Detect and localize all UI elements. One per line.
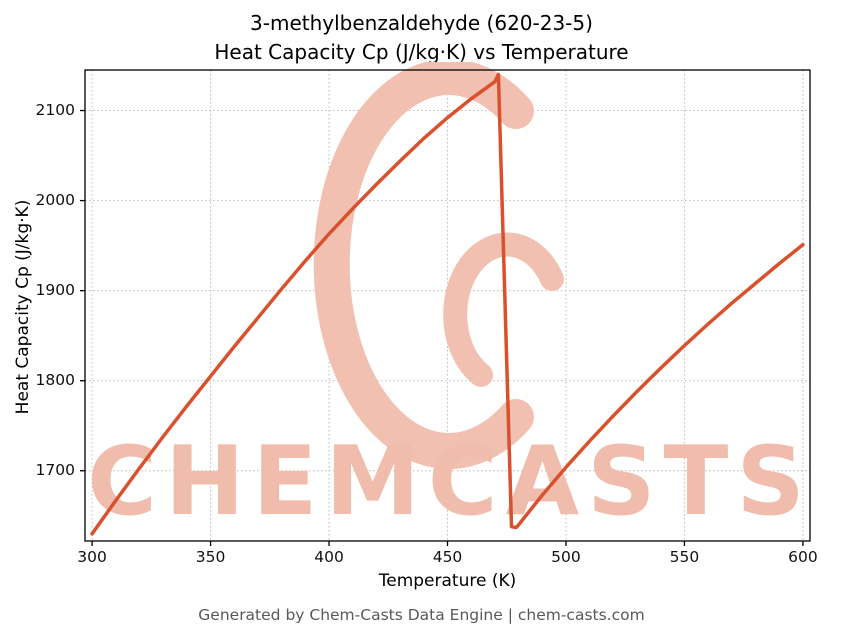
y-tick-label: 1700 bbox=[35, 460, 75, 479]
y-tick-label: 1800 bbox=[35, 370, 75, 389]
y-tick-label: 2000 bbox=[35, 190, 75, 209]
x-tick-label: 500 bbox=[551, 548, 581, 566]
plot-border bbox=[84, 69, 811, 542]
y-tick-label: 2100 bbox=[35, 100, 75, 119]
x-tick-label: 350 bbox=[195, 548, 226, 566]
x-tick-label: 450 bbox=[432, 548, 463, 566]
cp-data-line bbox=[90, 72, 805, 536]
chart-title-line2: Heat Capacity Cp (J/kg·K) vs Temperature bbox=[214, 40, 629, 64]
x-tick-label: 300 bbox=[77, 548, 107, 566]
x-tick-label: 600 bbox=[788, 548, 818, 566]
y-tick-label: 1900 bbox=[35, 280, 75, 299]
chemcasts-c-inner-swoosh-icon bbox=[443, 232, 564, 387]
tick-marks bbox=[80, 109, 804, 546]
watermark-text: CHEMCASTS bbox=[87, 427, 813, 537]
chart-title: 3-methylbenzaldehyde (620-23-5) Heat Cap… bbox=[0, 9, 843, 67]
chemcasts-c-swoosh-icon bbox=[313, 62, 534, 469]
x-axis-label: Temperature (K) bbox=[378, 571, 517, 591]
x-tick-label: 550 bbox=[669, 548, 700, 566]
chart-title-line1: 3-methylbenzaldehyde (620-23-5) bbox=[250, 11, 593, 35]
plot-area: CHEMCASTS bbox=[80, 62, 813, 546]
x-tick-label: 400 bbox=[314, 548, 344, 566]
watermark: CHEMCASTS bbox=[87, 62, 813, 537]
y-axis-label: Heat Capacity Cp (J/kg·K) bbox=[13, 199, 33, 415]
footer-credit: Generated by Chem-Casts Data Engine | ch… bbox=[198, 606, 645, 624]
